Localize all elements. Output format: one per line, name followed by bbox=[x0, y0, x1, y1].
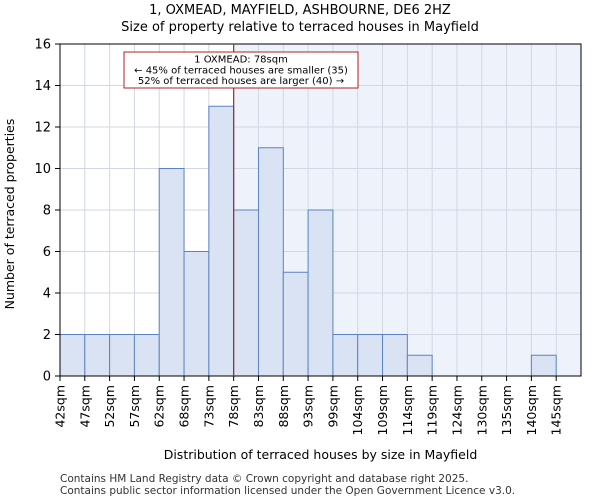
x-tick-label: 135sqm bbox=[499, 385, 514, 435]
x-tick-label: 145sqm bbox=[549, 385, 564, 435]
y-tick-label: 0 bbox=[43, 370, 51, 385]
x-tick-label: 73sqm bbox=[201, 385, 216, 428]
footer-licence: Contains public sector information licen… bbox=[60, 485, 516, 497]
bar bbox=[158, 168, 185, 377]
bar bbox=[257, 147, 284, 377]
annotation-smaller: ← 45% of terraced houses are smaller (35… bbox=[134, 66, 348, 77]
bar bbox=[282, 271, 309, 377]
x-tick-label: 109sqm bbox=[375, 385, 390, 435]
bar bbox=[406, 354, 433, 377]
x-tick-label: 83sqm bbox=[251, 385, 266, 428]
y-tick-label: 14 bbox=[34, 79, 51, 94]
y-tick-label: 6 bbox=[43, 245, 51, 260]
y-tick-label: 2 bbox=[43, 328, 51, 343]
bar bbox=[59, 334, 86, 377]
x-axis-label: Distribution of terraced houses by size … bbox=[163, 447, 478, 462]
bar bbox=[109, 334, 135, 377]
y-axis-label: Number of terraced properties bbox=[2, 119, 17, 310]
x-tick-label: 114sqm bbox=[400, 385, 415, 435]
x-tick-label: 88sqm bbox=[276, 385, 291, 428]
bar bbox=[530, 354, 557, 377]
bar bbox=[84, 334, 111, 377]
bar bbox=[307, 209, 334, 377]
y-tick-label: 8 bbox=[43, 204, 51, 219]
bar bbox=[382, 334, 408, 377]
y-tick-label: 10 bbox=[34, 162, 51, 177]
footer-copyright: Contains HM Land Registry data © Crown c… bbox=[60, 473, 469, 485]
y-tick-label: 12 bbox=[34, 121, 51, 136]
x-tick-label: 78sqm bbox=[226, 385, 241, 428]
y-tick-label: 16 bbox=[34, 38, 51, 53]
chart-plot: 1 OXMEAD: 78sqm← 45% of terraced houses … bbox=[2, 38, 582, 435]
x-tick-label: 93sqm bbox=[301, 385, 316, 428]
axes-frame bbox=[59, 43, 582, 377]
x-tick-label: 124sqm bbox=[449, 385, 464, 435]
x-tick-label: 47sqm bbox=[77, 385, 92, 428]
x-tick-label: 99sqm bbox=[325, 385, 340, 428]
x-tick-label: 42sqm bbox=[53, 385, 68, 428]
bar bbox=[332, 334, 359, 377]
x-tick-label: 104sqm bbox=[350, 385, 365, 435]
x-tick-label: 57sqm bbox=[127, 385, 142, 428]
y-tick-label: 4 bbox=[43, 287, 51, 302]
x-tick-label: 52sqm bbox=[102, 385, 117, 428]
annotation-larger: 52% of terraced houses are larger (40) → bbox=[138, 76, 344, 87]
x-tick-label: 62sqm bbox=[152, 385, 167, 428]
x-tick-label: 130sqm bbox=[474, 385, 489, 435]
x-tick-label: 140sqm bbox=[524, 385, 539, 435]
bar bbox=[208, 105, 235, 377]
chart-title: 1, OXMEAD, MAYFIELD, ASHBOURNE, DE6 2HZ bbox=[149, 3, 451, 18]
bar bbox=[357, 334, 384, 377]
bar bbox=[183, 251, 210, 377]
annotation-title: 1 OXMEAD: 78sqm bbox=[194, 55, 288, 66]
chart-subtitle: Size of property relative to terraced ho… bbox=[121, 20, 479, 35]
bar bbox=[233, 209, 259, 377]
x-tick-label: 119sqm bbox=[425, 385, 440, 435]
annotation-box bbox=[123, 51, 359, 89]
x-tick-label: 68sqm bbox=[177, 385, 192, 428]
bar bbox=[133, 334, 160, 377]
